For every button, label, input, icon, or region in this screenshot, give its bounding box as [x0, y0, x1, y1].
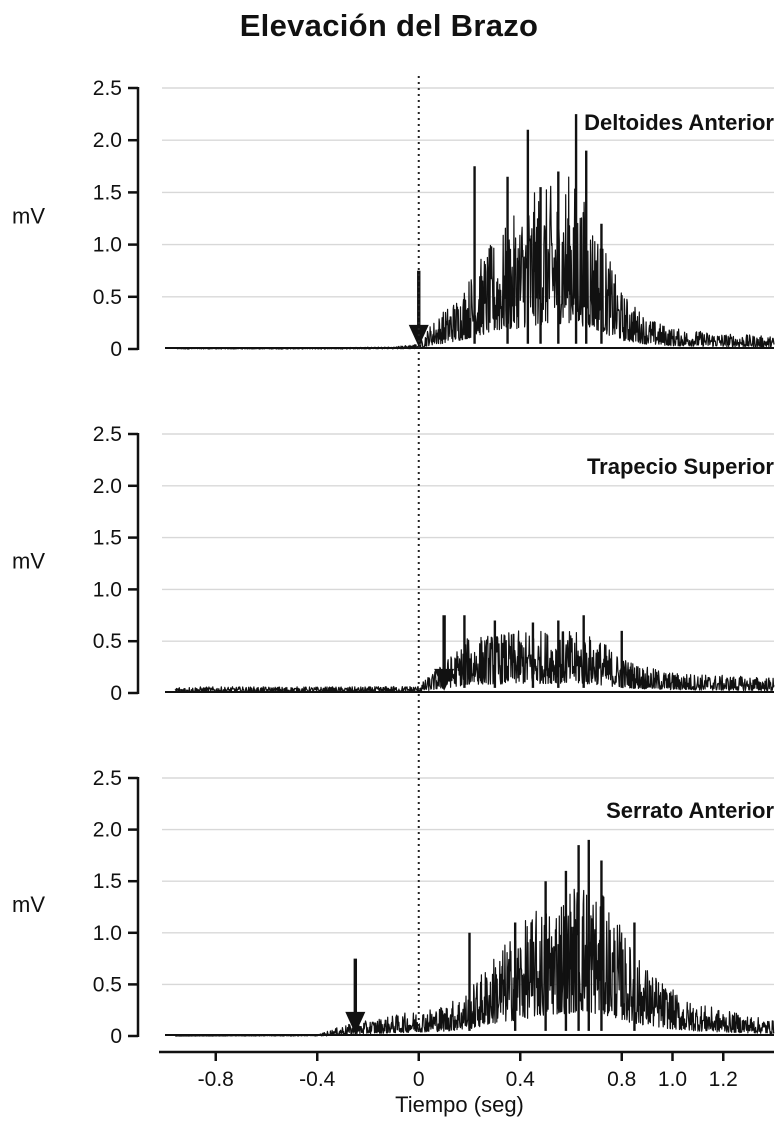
- y-axis-label: mV: [12, 204, 45, 229]
- x-tick-label: 0.8: [607, 1068, 636, 1091]
- y-tick-label: 2.5: [93, 77, 122, 100]
- x-tick-label: 1.0: [658, 1068, 687, 1091]
- panel-label: Trapecio Superior: [587, 454, 774, 479]
- y-tick-label: 0.5: [93, 630, 122, 653]
- chart-title: Elevación del Brazo: [239, 8, 539, 43]
- y-tick-label: 2.5: [93, 767, 122, 790]
- x-tick-label: 1.2: [709, 1068, 738, 1091]
- emg-trace: [174, 630, 775, 693]
- x-tick-label: -0.4: [299, 1068, 336, 1091]
- x-axis-label: Tiempo (seg): [395, 1092, 524, 1117]
- panel-label: Deltoides Anterior: [584, 110, 774, 135]
- y-tick-label: 2.0: [93, 819, 122, 842]
- y-tick-label: 2.5: [93, 423, 122, 446]
- x-tick-label: 0: [413, 1068, 425, 1091]
- onset-arrow-head: [434, 668, 455, 691]
- y-tick-label: 1.0: [93, 578, 122, 601]
- x-tick-label: 0.4: [506, 1068, 536, 1091]
- y-tick-label: 0.5: [93, 286, 122, 309]
- x-tick-label: -0.8: [198, 1068, 234, 1091]
- y-tick-label: 0: [110, 338, 122, 361]
- panel-label: Serrato Anterior: [606, 798, 774, 823]
- y-tick-label: 0: [110, 1025, 122, 1048]
- y-tick-label: 2.0: [93, 475, 122, 498]
- y-tick-label: 1.0: [93, 922, 122, 945]
- emg-trace: [175, 888, 775, 1037]
- onset-arrow-head: [345, 1011, 366, 1034]
- y-axis-label: mV: [12, 549, 45, 574]
- y-tick-label: 1.5: [93, 181, 122, 204]
- y-tick-label: 1.0: [93, 234, 122, 257]
- y-tick-label: 0: [110, 682, 122, 705]
- y-tick-label: 0.5: [93, 973, 122, 996]
- y-axis-label: mV: [12, 892, 45, 917]
- y-tick-label: 2.0: [93, 129, 122, 152]
- y-tick-label: 1.5: [93, 870, 122, 893]
- y-tick-label: 1.5: [93, 527, 122, 550]
